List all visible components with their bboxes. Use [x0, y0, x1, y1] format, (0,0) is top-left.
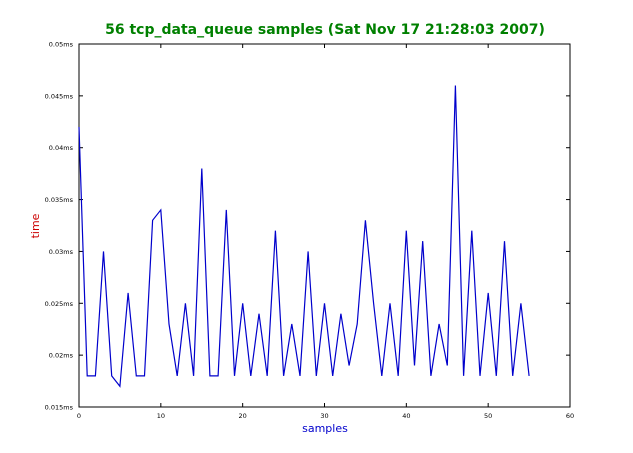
y-tick-label: 0.04ms	[49, 144, 74, 152]
series-line	[78, 85, 530, 388]
y-tick-label: 0.035ms	[45, 196, 74, 204]
x-tick-label: 20	[239, 412, 247, 420]
y-tick-label: 0.015ms	[45, 404, 74, 412]
y-tick-label: 0.025ms	[45, 300, 74, 308]
y-axis-ticks: 0.015ms 0.02ms 0.025ms 0.03ms 0.035ms 0.04ms 0…	[45, 41, 570, 412]
x-tick-label: 30	[320, 412, 328, 420]
x-tick-label: 10	[157, 412, 165, 420]
y-tick-label: 0.03ms	[49, 248, 74, 256]
x-axis-ticks: 0 10 20 30 40 50 60	[77, 44, 574, 420]
y-axis-label: time	[29, 213, 42, 238]
y-tick-label: 0.05ms	[49, 41, 74, 49]
y-tick-label: 0.045ms	[45, 92, 74, 100]
x-axis-label: samples	[302, 422, 348, 435]
plot-area	[78, 43, 571, 408]
x-tick-label: 0	[77, 412, 81, 420]
y-tick-label: 0.02ms	[49, 352, 74, 360]
x-tick-label: 60	[566, 412, 574, 420]
chart-title: 56 tcp_data_queue samples (Sat Nov 17 21…	[105, 22, 545, 38]
x-tick-label: 40	[402, 412, 410, 420]
x-tick-label: 50	[484, 412, 492, 420]
